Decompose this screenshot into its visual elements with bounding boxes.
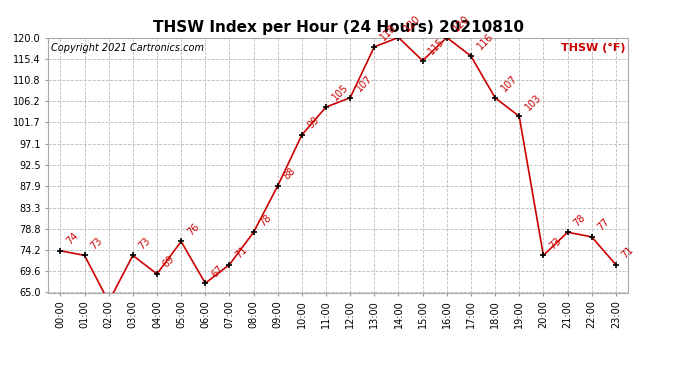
Text: Copyright 2021 Cartronics.com: Copyright 2021 Cartronics.com [51, 43, 204, 52]
Text: THSW (°F): THSW (°F) [560, 43, 625, 52]
Text: 73: 73 [89, 236, 104, 251]
Text: 78: 78 [572, 212, 587, 228]
Text: 99: 99 [306, 115, 322, 131]
Title: THSW Index per Hour (24 Hours) 20210810: THSW Index per Hour (24 Hours) 20210810 [152, 20, 524, 35]
Text: 76: 76 [186, 222, 201, 237]
Text: 73: 73 [137, 236, 152, 251]
Text: 120: 120 [403, 13, 423, 33]
Text: 103: 103 [524, 92, 544, 112]
Text: 120: 120 [451, 13, 471, 33]
Text: 118: 118 [379, 22, 399, 43]
Text: 105: 105 [331, 83, 351, 103]
Text: 73: 73 [548, 236, 563, 251]
Text: 78: 78 [258, 212, 273, 228]
Text: 69: 69 [161, 254, 177, 270]
Text: 77: 77 [596, 217, 612, 233]
Text: 71: 71 [620, 245, 635, 261]
Text: 107: 107 [355, 74, 375, 94]
Text: 67: 67 [210, 263, 225, 279]
Text: 115: 115 [427, 36, 447, 57]
Text: 63: 63 [0, 374, 1, 375]
Text: 116: 116 [475, 32, 495, 52]
Text: 74: 74 [65, 231, 80, 247]
Text: 88: 88 [282, 166, 297, 182]
Text: 71: 71 [234, 245, 249, 261]
Text: 107: 107 [500, 74, 520, 94]
